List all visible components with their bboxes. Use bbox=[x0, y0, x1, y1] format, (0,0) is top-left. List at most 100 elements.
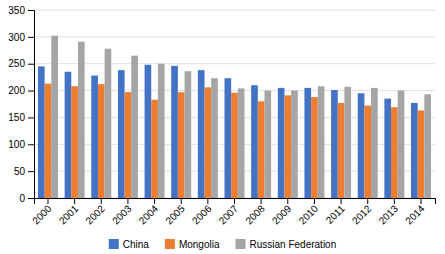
x-tick: 2000 bbox=[30, 198, 54, 226]
y-tick-mark bbox=[28, 10, 34, 11]
x-tick: 2009 bbox=[270, 198, 294, 226]
y-tick-mark bbox=[28, 117, 34, 118]
bar bbox=[264, 91, 271, 198]
x-tick-mark bbox=[74, 198, 75, 204]
bar bbox=[178, 92, 185, 198]
bar bbox=[371, 88, 378, 198]
x-tick-mark bbox=[394, 198, 395, 204]
bar bbox=[205, 87, 212, 198]
x-tick-label: 2007 bbox=[217, 203, 241, 227]
bar bbox=[331, 90, 338, 198]
x-tick: 2004 bbox=[137, 198, 161, 226]
x-tick-mark bbox=[367, 198, 368, 204]
bar bbox=[51, 36, 58, 198]
bar bbox=[304, 88, 311, 198]
legend: China Mongolia Russian Federation bbox=[109, 239, 336, 250]
bar bbox=[344, 87, 351, 198]
y-tick-mark bbox=[28, 144, 34, 145]
bar bbox=[78, 42, 85, 198]
legend-label: Mongolia bbox=[179, 239, 220, 250]
bar bbox=[411, 103, 418, 198]
x-tick-label: 2003 bbox=[110, 203, 134, 227]
x-tick-mark bbox=[234, 198, 235, 204]
y-tick-mark bbox=[28, 37, 34, 38]
x-tick-label: 2009 bbox=[270, 203, 294, 227]
bar bbox=[284, 95, 291, 198]
bar bbox=[384, 99, 391, 198]
plot-area: 0501001502002503003502000200120022003200… bbox=[8, 5, 435, 227]
x-tick-label: 2014 bbox=[403, 203, 427, 227]
x-tick-label: 2005 bbox=[163, 203, 187, 227]
bar-series bbox=[45, 84, 425, 198]
grid-line bbox=[34, 36, 435, 37]
bar bbox=[278, 88, 285, 198]
bar bbox=[338, 103, 345, 198]
x-tick: 2008 bbox=[243, 198, 267, 226]
x-tick: 2001 bbox=[57, 198, 81, 226]
x-tick-label: 2008 bbox=[243, 203, 267, 227]
x-tick: 2014 bbox=[403, 198, 427, 226]
bar bbox=[118, 70, 125, 198]
y-tick-label: 0 bbox=[19, 193, 25, 204]
bar bbox=[185, 71, 192, 198]
bar bbox=[318, 86, 325, 198]
x-tick-mark bbox=[261, 198, 262, 204]
y-tick: 200 bbox=[8, 85, 34, 96]
x-tick: 2006 bbox=[190, 198, 214, 226]
bar bbox=[145, 65, 152, 198]
bar bbox=[225, 78, 232, 198]
y-tick: 150 bbox=[8, 112, 34, 123]
legend-swatch bbox=[109, 239, 119, 249]
x-tick: 2003 bbox=[110, 198, 134, 226]
bar bbox=[231, 93, 238, 198]
y-tick-label: 50 bbox=[14, 166, 26, 177]
bar bbox=[45, 84, 52, 198]
x-tick-mark bbox=[314, 198, 315, 204]
bar bbox=[158, 64, 165, 198]
y-tick: 0 bbox=[19, 193, 34, 204]
bar bbox=[238, 88, 245, 198]
y-tick: 250 bbox=[8, 58, 34, 69]
axis-line bbox=[28, 11, 35, 199]
legend-label: Russian Federation bbox=[250, 239, 337, 250]
x-tick: 2010 bbox=[297, 198, 321, 226]
y-tick-mark bbox=[28, 64, 34, 65]
axis-line bbox=[35, 199, 436, 205]
x-tick-label: 2013 bbox=[377, 203, 401, 227]
bar-series bbox=[38, 65, 418, 198]
y-tick: 300 bbox=[8, 32, 34, 43]
bars bbox=[38, 36, 431, 198]
legend-swatch bbox=[165, 239, 175, 249]
bar-series bbox=[51, 36, 431, 198]
legend-item: Russian Federation bbox=[236, 239, 337, 250]
x-tick: 2013 bbox=[377, 198, 401, 226]
bar bbox=[211, 78, 218, 198]
x-tick-label: 2002 bbox=[83, 203, 107, 227]
y-tick-label: 100 bbox=[8, 139, 25, 150]
grid-line bbox=[34, 10, 435, 11]
bar bbox=[65, 72, 72, 198]
bar bbox=[151, 100, 158, 198]
x-tick-mark bbox=[47, 198, 48, 204]
x-tick-mark bbox=[127, 198, 128, 204]
y-tick-mark bbox=[28, 198, 34, 199]
y-tick: 100 bbox=[8, 139, 34, 150]
x-tick-label: 2010 bbox=[297, 203, 321, 227]
legend-swatch bbox=[236, 239, 246, 249]
bar bbox=[358, 93, 365, 198]
grid bbox=[34, 10, 435, 198]
x-axis: 2000200120022003200420052006200720082009… bbox=[30, 198, 435, 226]
bar bbox=[364, 106, 371, 198]
x-tick-label: 2011 bbox=[324, 203, 347, 226]
y-tick-label: 150 bbox=[8, 112, 25, 123]
x-tick: 2011 bbox=[324, 198, 347, 226]
bar bbox=[424, 94, 431, 198]
bar bbox=[391, 107, 398, 198]
legend-label: China bbox=[123, 239, 150, 250]
x-tick-label: 2004 bbox=[137, 203, 161, 227]
bar bbox=[91, 76, 98, 198]
bar bbox=[38, 66, 45, 198]
legend-item: China bbox=[109, 239, 150, 250]
x-tick-mark bbox=[341, 198, 342, 204]
x-tick: 2007 bbox=[217, 198, 241, 226]
